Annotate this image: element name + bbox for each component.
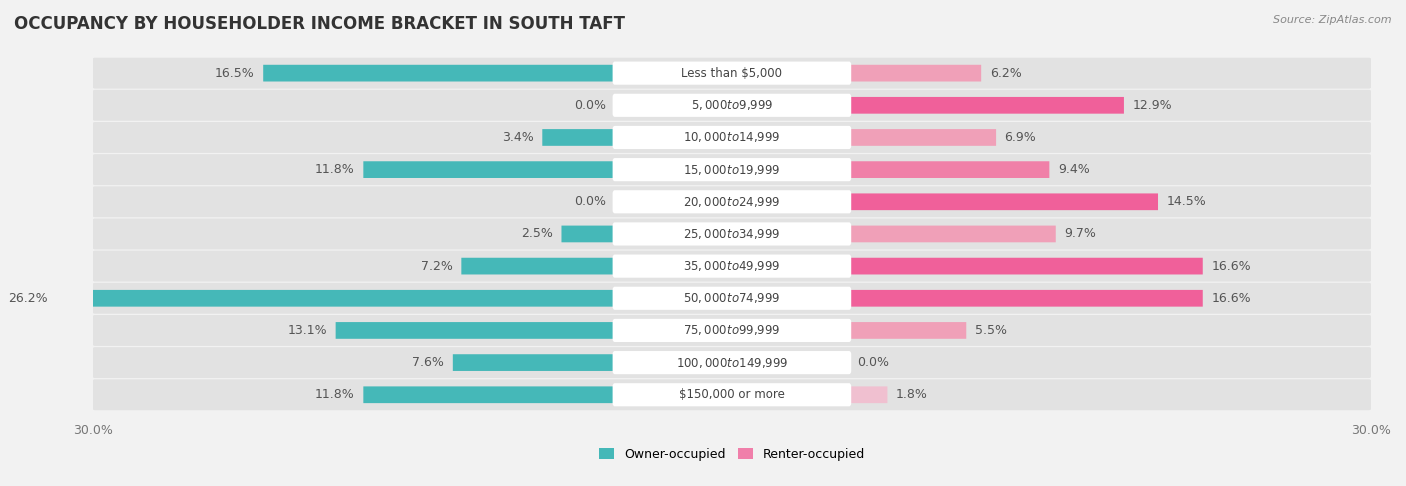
FancyBboxPatch shape <box>91 186 1372 217</box>
Text: 7.2%: 7.2% <box>420 260 453 273</box>
FancyBboxPatch shape <box>263 65 614 82</box>
Text: $35,000 to $49,999: $35,000 to $49,999 <box>683 259 780 273</box>
Text: 9.7%: 9.7% <box>1064 227 1097 241</box>
FancyBboxPatch shape <box>849 193 1159 210</box>
Text: Less than $5,000: Less than $5,000 <box>682 67 782 80</box>
Text: 0.0%: 0.0% <box>574 99 606 112</box>
Text: 16.5%: 16.5% <box>215 67 254 80</box>
Legend: Owner-occupied, Renter-occupied: Owner-occupied, Renter-occupied <box>599 448 865 461</box>
FancyBboxPatch shape <box>849 258 1202 275</box>
Text: 11.8%: 11.8% <box>315 163 354 176</box>
FancyBboxPatch shape <box>336 322 614 339</box>
FancyBboxPatch shape <box>561 226 614 243</box>
Text: 0.0%: 0.0% <box>858 356 890 369</box>
Text: $100,000 to $149,999: $100,000 to $149,999 <box>676 356 789 369</box>
FancyBboxPatch shape <box>91 315 1372 346</box>
FancyBboxPatch shape <box>91 251 1372 281</box>
Text: 9.4%: 9.4% <box>1057 163 1090 176</box>
Text: 3.4%: 3.4% <box>502 131 534 144</box>
Text: 6.9%: 6.9% <box>1005 131 1036 144</box>
FancyBboxPatch shape <box>363 386 614 403</box>
FancyBboxPatch shape <box>849 386 887 403</box>
FancyBboxPatch shape <box>91 219 1372 249</box>
Text: OCCUPANCY BY HOUSEHOLDER INCOME BRACKET IN SOUTH TAFT: OCCUPANCY BY HOUSEHOLDER INCOME BRACKET … <box>14 15 626 33</box>
FancyBboxPatch shape <box>461 258 614 275</box>
Text: 13.1%: 13.1% <box>287 324 328 337</box>
FancyBboxPatch shape <box>849 65 981 82</box>
FancyBboxPatch shape <box>453 354 614 371</box>
Text: 5.5%: 5.5% <box>974 324 1007 337</box>
Text: $75,000 to $99,999: $75,000 to $99,999 <box>683 324 780 337</box>
FancyBboxPatch shape <box>613 351 851 374</box>
FancyBboxPatch shape <box>91 58 1372 88</box>
FancyBboxPatch shape <box>91 347 1372 378</box>
Text: 0.0%: 0.0% <box>574 195 606 208</box>
FancyBboxPatch shape <box>91 379 1372 410</box>
FancyBboxPatch shape <box>613 158 851 181</box>
FancyBboxPatch shape <box>613 287 851 310</box>
FancyBboxPatch shape <box>849 322 966 339</box>
FancyBboxPatch shape <box>849 129 995 146</box>
FancyBboxPatch shape <box>613 190 851 213</box>
FancyBboxPatch shape <box>849 161 1049 178</box>
FancyBboxPatch shape <box>613 383 851 406</box>
FancyBboxPatch shape <box>849 97 1123 114</box>
Text: 16.6%: 16.6% <box>1212 260 1251 273</box>
Text: $10,000 to $14,999: $10,000 to $14,999 <box>683 130 780 144</box>
Text: $5,000 to $9,999: $5,000 to $9,999 <box>690 98 773 112</box>
FancyBboxPatch shape <box>91 90 1372 121</box>
Text: $15,000 to $19,999: $15,000 to $19,999 <box>683 163 780 176</box>
Text: 7.6%: 7.6% <box>412 356 444 369</box>
Text: $20,000 to $24,999: $20,000 to $24,999 <box>683 195 780 209</box>
FancyBboxPatch shape <box>613 223 851 245</box>
Text: $25,000 to $34,999: $25,000 to $34,999 <box>683 227 780 241</box>
FancyBboxPatch shape <box>91 283 1372 313</box>
Text: 6.2%: 6.2% <box>990 67 1021 80</box>
FancyBboxPatch shape <box>849 226 1056 243</box>
FancyBboxPatch shape <box>849 290 1202 307</box>
Text: 1.8%: 1.8% <box>896 388 928 401</box>
FancyBboxPatch shape <box>543 129 614 146</box>
FancyBboxPatch shape <box>56 290 614 307</box>
FancyBboxPatch shape <box>613 94 851 117</box>
Text: 2.5%: 2.5% <box>522 227 553 241</box>
Text: 26.2%: 26.2% <box>8 292 48 305</box>
Text: $150,000 or more: $150,000 or more <box>679 388 785 401</box>
FancyBboxPatch shape <box>613 319 851 342</box>
Text: 11.8%: 11.8% <box>315 388 354 401</box>
Text: 14.5%: 14.5% <box>1167 195 1206 208</box>
FancyBboxPatch shape <box>613 255 851 278</box>
FancyBboxPatch shape <box>613 126 851 149</box>
Text: Source: ZipAtlas.com: Source: ZipAtlas.com <box>1274 15 1392 25</box>
Text: $50,000 to $74,999: $50,000 to $74,999 <box>683 291 780 305</box>
FancyBboxPatch shape <box>91 122 1372 153</box>
FancyBboxPatch shape <box>613 62 851 85</box>
FancyBboxPatch shape <box>363 161 614 178</box>
Text: 12.9%: 12.9% <box>1132 99 1173 112</box>
Text: 16.6%: 16.6% <box>1212 292 1251 305</box>
FancyBboxPatch shape <box>91 154 1372 185</box>
